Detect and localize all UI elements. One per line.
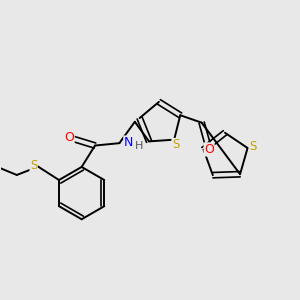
Text: H: H [135,140,143,151]
Text: S: S [249,140,256,153]
Text: O: O [64,131,74,144]
Text: O: O [204,143,214,156]
Text: S: S [30,159,38,172]
Text: N: N [124,136,133,149]
Text: S: S [172,139,179,152]
